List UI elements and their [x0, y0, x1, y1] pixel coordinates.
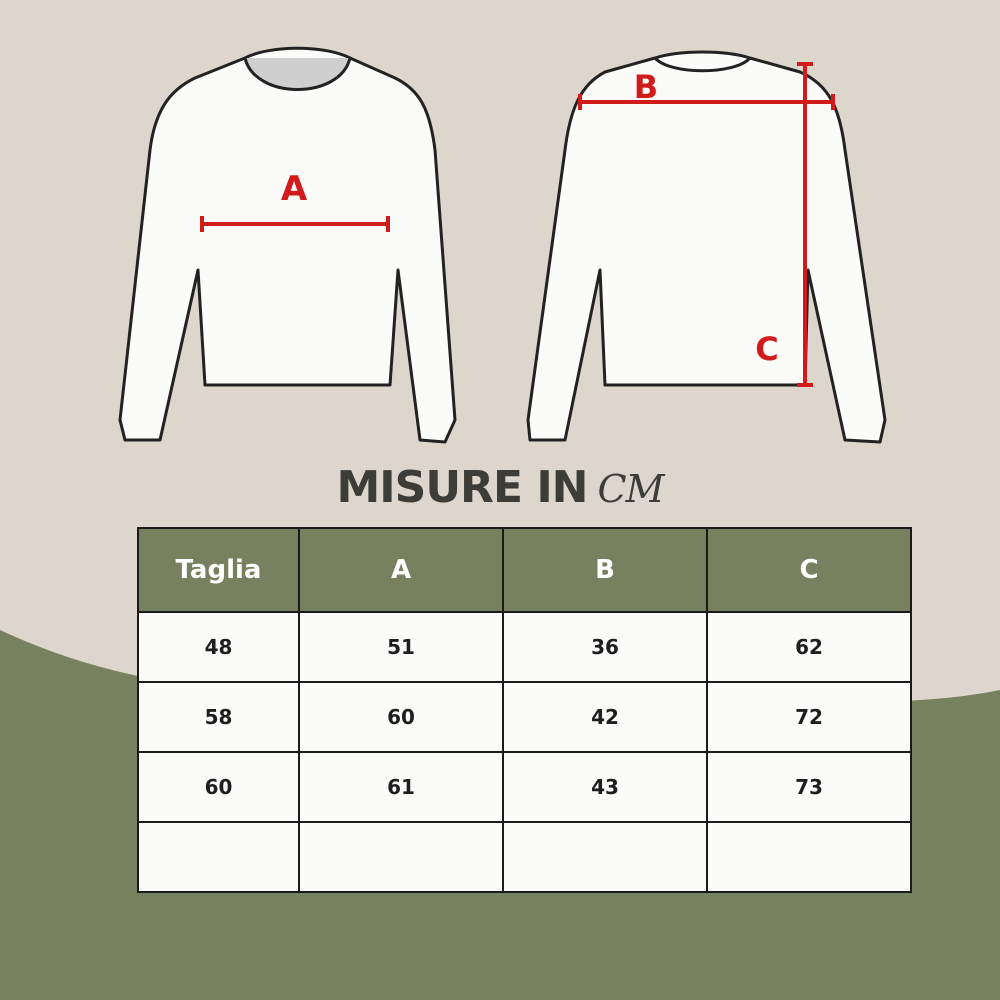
table-row: 48 51 36 62: [137, 611, 912, 683]
back-measures: B C: [578, 62, 835, 387]
title-unit: CM: [597, 467, 665, 511]
cell-taglia: 48: [137, 611, 300, 683]
cell-c: 72: [706, 681, 912, 753]
header-a: A: [298, 527, 504, 613]
header-c: C: [706, 527, 912, 613]
cell-b: 42: [502, 681, 708, 753]
cell-c: 73: [706, 751, 912, 823]
table-header-row: Taglia A B C: [137, 527, 912, 613]
label-b: B: [634, 68, 658, 106]
table-row: 58 60 42 72: [137, 681, 912, 753]
cell-taglia: 58: [137, 681, 300, 753]
page-title: MISURE IN CM: [0, 462, 1000, 513]
size-table: Taglia A B C 48 51 36 62 58 60 42 72 60 …: [137, 527, 912, 893]
cell-c: [706, 821, 912, 893]
cell-c: 62: [706, 611, 912, 683]
cell-b: [502, 821, 708, 893]
garment-diagram: A B C: [118, 46, 887, 444]
cell-a: 60: [298, 681, 504, 753]
cell-b: 43: [502, 751, 708, 823]
cell-taglia: [137, 821, 300, 893]
header-b: B: [502, 527, 708, 613]
front-measure-a: A: [200, 169, 390, 232]
label-a: A: [281, 169, 308, 209]
cell-taglia: 60: [137, 751, 300, 823]
cell-a: 51: [298, 611, 504, 683]
back-shirt-illustration: [526, 50, 887, 444]
header-taglia: Taglia: [137, 527, 300, 613]
table-row: [137, 821, 912, 893]
cell-b: 36: [502, 611, 708, 683]
cell-a: [298, 821, 504, 893]
title-main: MISURE IN: [336, 462, 588, 513]
cell-a: 61: [298, 751, 504, 823]
table-row: 60 61 43 73: [137, 751, 912, 823]
front-shirt-illustration: [118, 46, 457, 444]
label-c: C: [755, 330, 778, 368]
